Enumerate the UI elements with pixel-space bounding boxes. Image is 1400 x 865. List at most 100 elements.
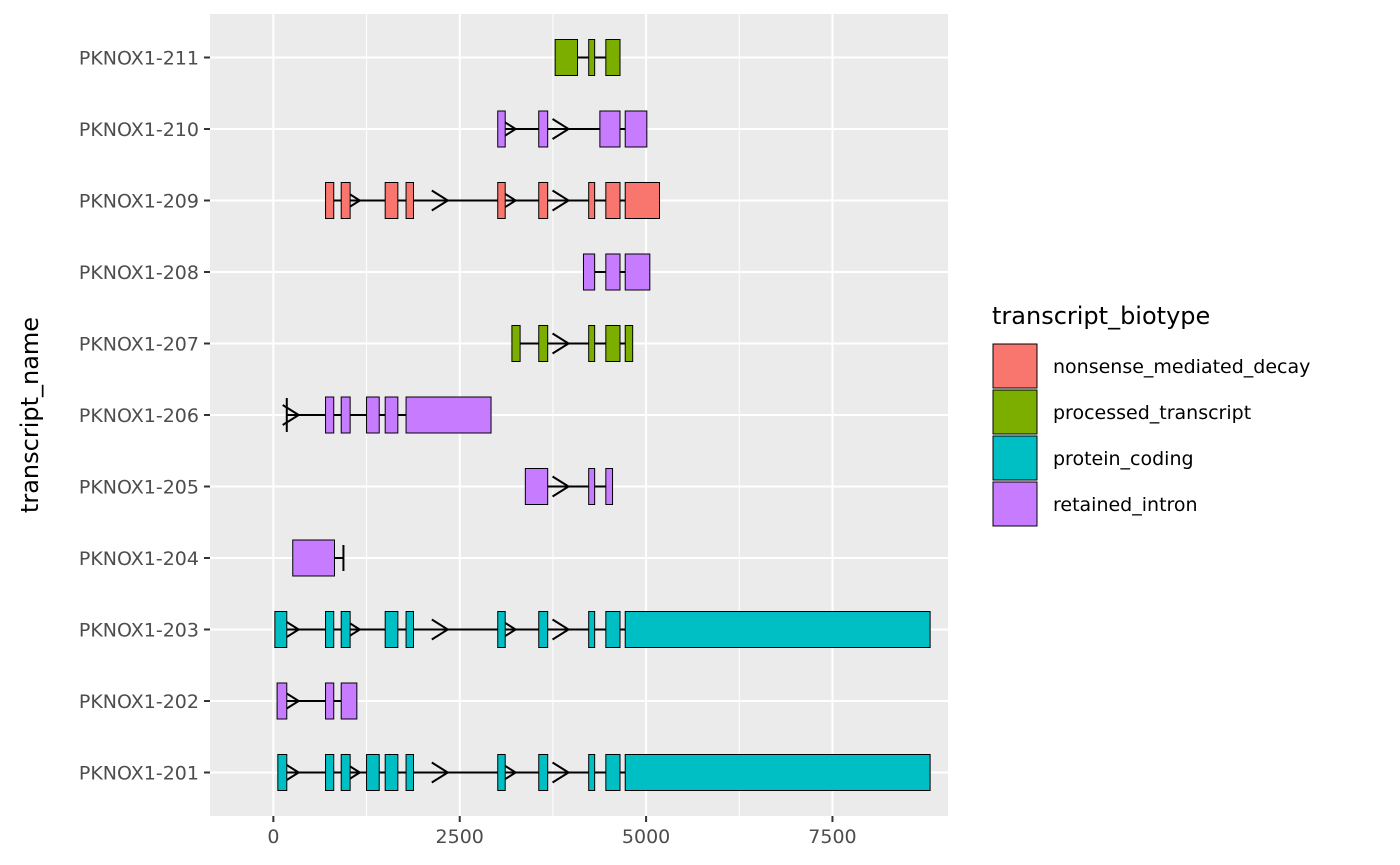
exon: [599, 110, 621, 148]
exon: [325, 611, 335, 648]
legend-swatch: [992, 435, 1038, 481]
y-tick-label: PKNOX1-209: [79, 191, 199, 213]
transcript-PKNOX1-205: [524, 468, 614, 505]
transcript-PKNOX1-208: [582, 253, 651, 291]
y-tick-label: PKNOX1-204: [79, 548, 199, 570]
legend-label: nonsense_mediated_decay: [1053, 356, 1310, 378]
exon: [624, 754, 931, 791]
strand-arrow: [431, 618, 450, 641]
strand-arrow: [431, 761, 450, 784]
x-tick-label: 0: [267, 826, 279, 848]
strand-arrow: [282, 404, 301, 426]
exon: [405, 611, 415, 648]
exon: [405, 754, 415, 791]
exon: [405, 182, 415, 219]
x-tick-label: 7500: [808, 826, 856, 848]
exon: [340, 754, 351, 791]
exon: [605, 468, 614, 505]
y-tick-label: PKNOX1-205: [79, 477, 199, 499]
exon: [588, 611, 596, 648]
x-tick-label: 2500: [436, 826, 484, 848]
exon: [624, 325, 634, 362]
legend-label: processed_transcript: [1053, 402, 1251, 424]
exon: [624, 253, 651, 291]
exon: [605, 182, 621, 219]
exon: [588, 39, 596, 76]
x-tick-label: 5000: [622, 826, 670, 848]
exon: [366, 396, 380, 434]
strand-arrow: [552, 761, 571, 784]
y-tick-label: PKNOX1-203: [79, 620, 199, 642]
exon: [605, 253, 621, 291]
exon: [605, 611, 621, 648]
legend-label: retained_intron: [1053, 494, 1198, 516]
transcript-PKNOX1-211: [554, 39, 621, 76]
strand-arrow: [552, 618, 571, 641]
exon: [366, 754, 380, 791]
exon: [554, 39, 579, 76]
transcript-PKNOX1-202: [276, 682, 358, 720]
legend-swatch: [992, 389, 1038, 435]
transcript-PKNOX1-204: [292, 539, 345, 577]
exon: [340, 611, 351, 648]
strand-arrow: [431, 189, 450, 212]
exon: [274, 611, 288, 648]
exon: [605, 39, 621, 76]
exon: [538, 754, 549, 791]
exon: [384, 182, 399, 219]
strand-arrow: [552, 189, 571, 212]
y-tick-label: PKNOX1-202: [79, 691, 199, 713]
strand-arrow: [282, 690, 301, 712]
exon: [538, 325, 549, 362]
exon: [340, 682, 358, 720]
exon: [497, 110, 506, 148]
legend-swatch: [992, 481, 1038, 527]
exon: [325, 396, 335, 434]
exon: [277, 754, 288, 791]
x-axis: 0 2500 5000 7500: [267, 816, 857, 848]
exon: [511, 325, 521, 362]
exon: [605, 754, 621, 791]
exon: [588, 468, 596, 505]
exon: [384, 754, 399, 791]
y-axis: PKNOX1-211 PKNOX1-210 PKNOX1-209 PKNOX1-208…: [79, 48, 210, 785]
transcript-PKNOX1-210: [497, 110, 648, 148]
exon: [497, 182, 506, 219]
exon: [624, 182, 661, 219]
exon: [405, 396, 492, 434]
legend: transcript_biotype nonsense_mediated_dec…: [992, 302, 1310, 527]
exon: [538, 611, 549, 648]
transcripts: [274, 39, 931, 791]
strand-arrow: [282, 618, 301, 641]
y-tick-label: PKNOX1-207: [79, 334, 199, 356]
exon: [582, 253, 596, 291]
legend-label: protein_coding: [1053, 448, 1194, 470]
y-axis-title: transcript_name: [16, 317, 44, 513]
exon: [624, 611, 931, 648]
transcript-PKNOX1-201: [277, 754, 931, 791]
exon: [325, 754, 335, 791]
exon: [325, 682, 335, 720]
strand-arrow: [552, 475, 571, 498]
exon: [588, 754, 596, 791]
legend-swatch: [992, 343, 1038, 389]
exon: [605, 325, 621, 362]
exon: [276, 682, 288, 720]
exon: [497, 611, 506, 648]
strand-arrow: [552, 118, 571, 140]
transcript-PKNOX1-207: [511, 325, 634, 362]
y-tick-label: PKNOX1-210: [79, 119, 199, 141]
exon: [588, 325, 596, 362]
exon: [384, 396, 399, 434]
exon: [497, 754, 506, 791]
transcript-PKNOX1-209: [325, 182, 661, 219]
exon: [588, 182, 596, 219]
exon: [524, 468, 549, 505]
exon: [538, 182, 549, 219]
exon: [340, 396, 351, 434]
exon: [340, 182, 351, 219]
y-tick-label: PKNOX1-208: [79, 262, 199, 284]
y-tick-label: PKNOX1-211: [79, 48, 199, 70]
exon: [384, 611, 399, 648]
